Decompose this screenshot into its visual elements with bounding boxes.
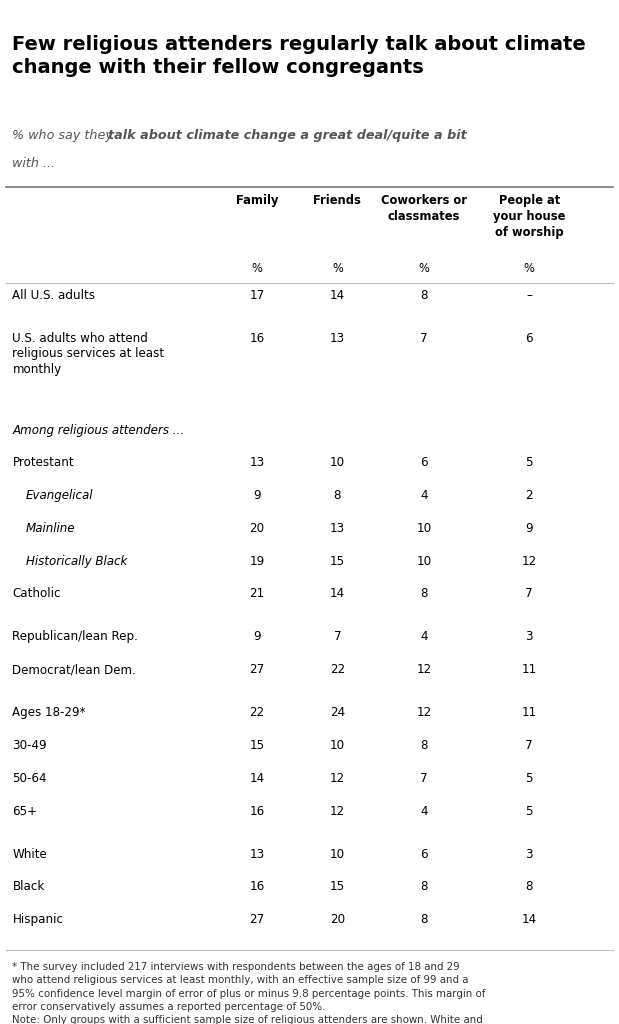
Text: 20: 20 (330, 913, 345, 926)
Text: Family: Family (236, 194, 278, 207)
Text: 7: 7 (334, 631, 341, 643)
Text: 13: 13 (249, 848, 264, 860)
Text: Coworkers or
classmates: Coworkers or classmates (381, 194, 467, 222)
Text: 12: 12 (330, 805, 345, 817)
Text: 9: 9 (526, 522, 533, 535)
Text: 10: 10 (330, 739, 345, 752)
Text: 4: 4 (420, 805, 428, 817)
Text: 6: 6 (420, 457, 428, 469)
Text: 8: 8 (420, 289, 428, 302)
Text: 12: 12 (417, 664, 431, 676)
Text: Democrat/lean Dem.: Democrat/lean Dem. (12, 664, 136, 676)
Text: 20: 20 (249, 522, 264, 535)
Text: 22: 22 (249, 707, 264, 719)
Text: 17: 17 (249, 289, 264, 302)
Text: 6: 6 (420, 848, 428, 860)
Text: 2: 2 (526, 489, 533, 502)
Text: 7: 7 (526, 739, 533, 752)
Text: 4: 4 (420, 489, 428, 502)
Text: 8: 8 (526, 881, 533, 893)
Text: 21: 21 (249, 588, 264, 600)
Text: %: % (524, 262, 535, 275)
Text: 13: 13 (330, 522, 345, 535)
Text: Evangelical: Evangelical (26, 489, 93, 502)
Text: 14: 14 (330, 588, 345, 600)
Text: Black: Black (12, 881, 45, 893)
Text: %: % (418, 262, 430, 275)
Text: 16: 16 (249, 805, 264, 817)
Text: 9: 9 (253, 489, 261, 502)
Text: with ...: with ... (12, 157, 55, 170)
Text: Few religious attenders regularly talk about climate
change with their fellow co: Few religious attenders regularly talk a… (12, 35, 586, 77)
Text: 27: 27 (249, 913, 264, 926)
Text: 14: 14 (330, 289, 345, 302)
Text: 8: 8 (334, 489, 341, 502)
Text: 65+: 65+ (12, 805, 37, 817)
Text: 7: 7 (420, 332, 428, 345)
Text: 4: 4 (420, 631, 428, 643)
Text: 6: 6 (526, 332, 533, 345)
Text: 12: 12 (522, 555, 537, 567)
Text: 50-64: 50-64 (12, 772, 47, 784)
Text: White: White (12, 848, 47, 860)
Text: 7: 7 (420, 772, 428, 784)
Text: 30-49: 30-49 (12, 739, 47, 752)
Text: 9: 9 (253, 631, 261, 643)
Text: 5: 5 (526, 805, 533, 817)
Text: 11: 11 (522, 707, 537, 719)
Text: Ages 18-29*: Ages 18-29* (12, 707, 86, 719)
Text: 11: 11 (522, 664, 537, 676)
Text: % who say they: % who say they (12, 129, 117, 142)
Text: Protestant: Protestant (12, 457, 74, 469)
Text: 5: 5 (526, 772, 533, 784)
Text: 15: 15 (330, 881, 345, 893)
Text: 14: 14 (522, 913, 537, 926)
Text: All U.S. adults: All U.S. adults (12, 289, 95, 302)
Text: 12: 12 (330, 772, 345, 784)
Text: Friends: Friends (313, 194, 361, 207)
Text: Republican/lean Rep.: Republican/lean Rep. (12, 631, 138, 643)
Text: 15: 15 (249, 739, 264, 752)
Text: 14: 14 (249, 772, 264, 784)
Text: 3: 3 (526, 848, 533, 860)
Text: 8: 8 (420, 913, 428, 926)
Text: 3: 3 (526, 631, 533, 643)
Text: Among religious attenders ...: Among religious attenders ... (12, 424, 184, 436)
Text: Historically Black: Historically Black (26, 555, 128, 567)
Text: 12: 12 (417, 707, 431, 719)
Text: talk about climate change a great deal/quite a bit: talk about climate change a great deal/q… (108, 129, 467, 142)
Text: 22: 22 (330, 664, 345, 676)
Text: 10: 10 (417, 522, 431, 535)
Text: Hispanic: Hispanic (12, 913, 63, 926)
Text: 13: 13 (330, 332, 345, 345)
Text: 8: 8 (420, 739, 428, 752)
Text: Catholic: Catholic (12, 588, 61, 600)
Text: * The survey included 217 interviews with respondents between the ages of 18 and: * The survey included 217 interviews wit… (12, 963, 486, 1024)
Text: 7: 7 (526, 588, 533, 600)
Text: %: % (332, 262, 343, 275)
Text: U.S. adults who attend
religious services at least
monthly: U.S. adults who attend religious service… (12, 332, 165, 376)
Text: 10: 10 (330, 848, 345, 860)
Text: 5: 5 (526, 457, 533, 469)
Text: People at
your house
of worship: People at your house of worship (493, 194, 565, 239)
Text: 8: 8 (420, 588, 428, 600)
Text: 13: 13 (249, 457, 264, 469)
Text: 10: 10 (417, 555, 431, 567)
Text: 16: 16 (249, 881, 264, 893)
Text: –: – (526, 289, 532, 302)
Text: 24: 24 (330, 707, 345, 719)
Text: 16: 16 (249, 332, 264, 345)
Text: 15: 15 (330, 555, 345, 567)
Text: 10: 10 (330, 457, 345, 469)
Text: Mainline: Mainline (26, 522, 76, 535)
Text: 19: 19 (249, 555, 264, 567)
Text: 27: 27 (249, 664, 264, 676)
Text: %: % (251, 262, 262, 275)
Text: 8: 8 (420, 881, 428, 893)
